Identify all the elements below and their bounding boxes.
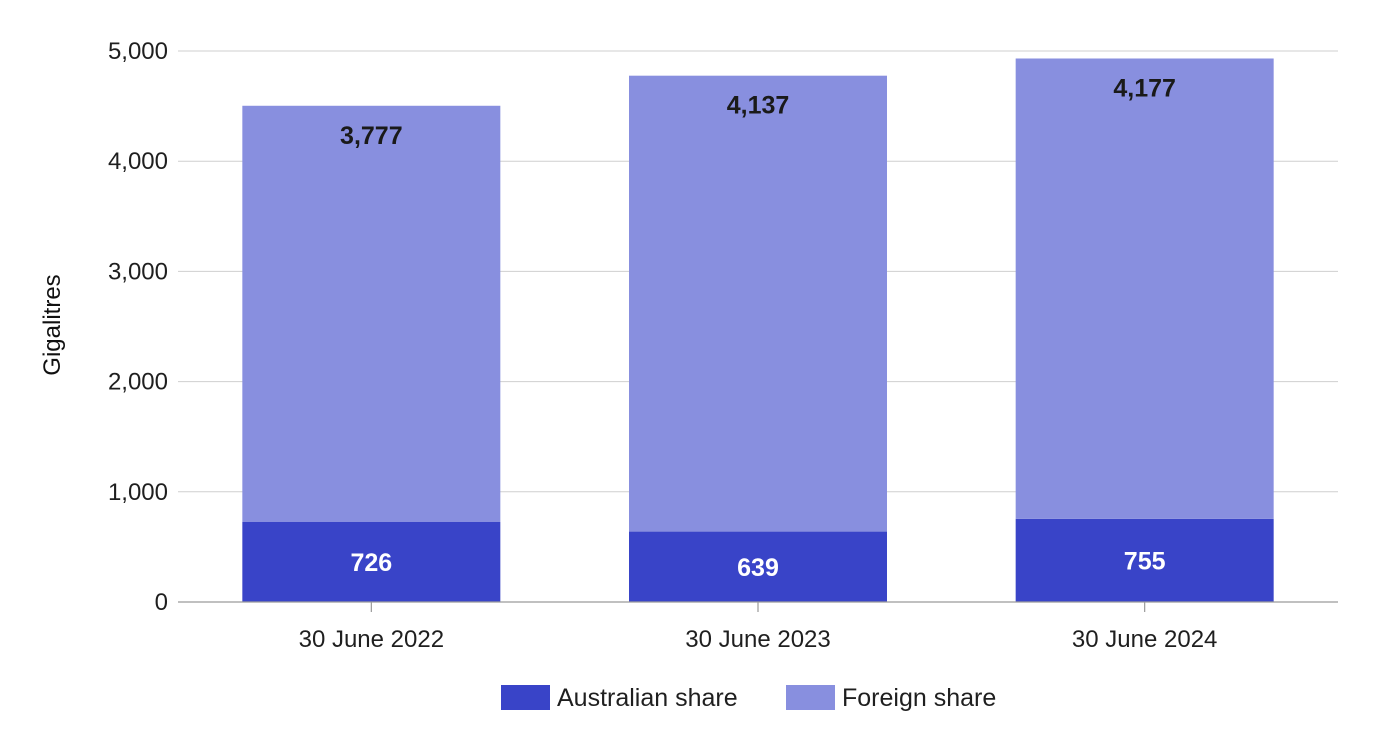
x-tick-label: 30 June 2023	[685, 626, 830, 653]
legend-swatch-australian-share	[501, 685, 550, 710]
bar-australian-share-30-june-2024	[1015, 518, 1274, 602]
y-tick-label: 1,000	[108, 479, 168, 506]
data-label-australian-share: 726	[350, 549, 392, 577]
legend-swatch-foreign-share	[786, 685, 835, 710]
x-axis: 30 June 2022 30 June 2023 30 June 2024	[178, 601, 1338, 653]
y-tick-label: 3,000	[108, 258, 168, 285]
y-axis-tick-labels: 0 1,000 2,000 3,000 4,000 5,000	[108, 38, 168, 616]
legend: Australian share Foreign share	[501, 684, 996, 712]
y-tick-label: 2,000	[108, 369, 168, 396]
data-label-australian-share: 639	[737, 554, 779, 582]
data-label-foreign-share: 4,177	[1113, 74, 1176, 102]
y-tick-label: 4,000	[108, 148, 168, 175]
bar-foreign-share-30-june-2023	[629, 75, 887, 532]
bars: 726 3,777 639 4,137 755 4,177	[242, 58, 1274, 602]
y-tick-label: 5,000	[108, 38, 168, 65]
bar-australian-share-30-june-2023	[629, 531, 887, 602]
legend-label-australian-share: Australian share	[557, 684, 738, 712]
data-label-foreign-share: 3,777	[340, 122, 403, 150]
data-label-australian-share: 755	[1124, 547, 1166, 575]
bar-foreign-share-30-june-2022	[242, 105, 501, 522]
bar-foreign-share-30-june-2024	[1015, 58, 1274, 519]
y-tick-label: 0	[155, 589, 168, 616]
y-axis-title: Gigalitres	[39, 274, 66, 375]
x-tick-label: 30 June 2022	[299, 626, 444, 653]
bar-australian-share-30-june-2022	[242, 521, 501, 602]
data-label-foreign-share: 4,137	[727, 92, 790, 120]
x-tick-label: 30 June 2024	[1072, 626, 1217, 653]
legend-label-foreign-share: Foreign share	[842, 684, 996, 712]
